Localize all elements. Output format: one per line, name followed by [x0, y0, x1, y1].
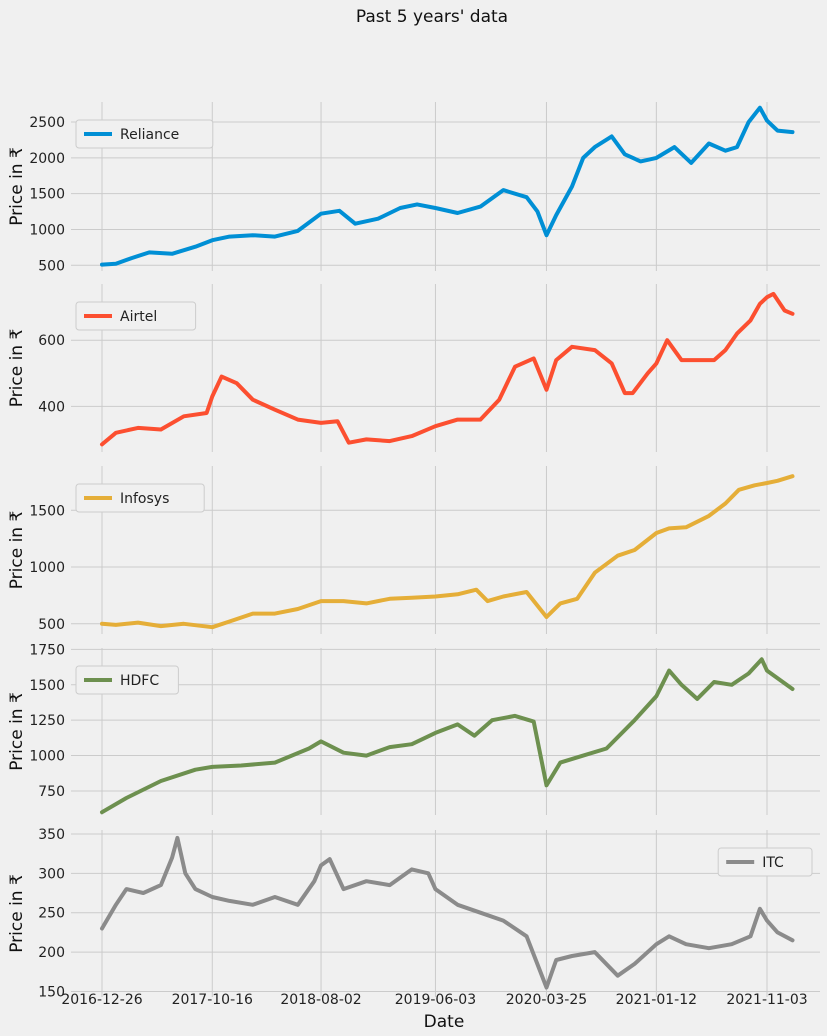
y-tick-label: 500 — [38, 617, 65, 633]
legend: ITC — [717, 847, 813, 877]
y-tick-label: 600 — [38, 333, 65, 349]
legend-entry: Airtel — [120, 309, 157, 325]
legend-box — [717, 847, 813, 877]
panel-hdfc: 750 1000 1250 1500 1750 Price in ₹ HDFC — [7, 642, 820, 815]
y-tick-label: 400 — [38, 399, 65, 415]
x-tick-label: 2019-06-03 — [395, 992, 476, 1008]
series-line-airtel — [100, 291, 795, 447]
y-tick-label: 750 — [38, 784, 65, 800]
legend-entry: Infosys — [120, 491, 169, 507]
y-axis-label: Price in ₹ — [7, 511, 27, 590]
x-axis-label: Date — [424, 1012, 465, 1032]
y-tick-label: 1000 — [29, 222, 65, 238]
y-axis-label: Price in ₹ — [7, 692, 27, 771]
y-tick-label: 250 — [38, 906, 65, 922]
y-tick-label: 350 — [38, 827, 65, 843]
panel-airtel: 400 600 Price in ₹ Airtel — [7, 284, 820, 452]
y-tick-label: 500 — [38, 258, 65, 274]
series-line-itc — [100, 835, 795, 990]
y-tick-label: 150 — [38, 984, 65, 1000]
x-tick-label: 2017-10-16 — [172, 992, 253, 1008]
legend: Infosys — [75, 483, 205, 513]
x-tick-label: 2018-08-02 — [280, 992, 361, 1008]
y-tick-label: 1000 — [29, 749, 65, 765]
y-tick-label: 2000 — [29, 151, 65, 167]
y-tick-label: 1500 — [29, 678, 65, 694]
y-tick-label: 1500 — [29, 187, 65, 203]
legend: HDFC — [75, 665, 179, 695]
y-axis-label: Price in ₹ — [7, 147, 27, 226]
y-tick-label: 2500 — [29, 115, 65, 131]
series-line-reliance — [100, 105, 795, 267]
legend-box — [75, 301, 197, 331]
legend-box — [75, 119, 214, 149]
legend-entry: Reliance — [120, 127, 179, 143]
legend: Reliance — [75, 119, 214, 149]
x-tick-label: 2021-01-12 — [616, 992, 697, 1008]
panel-itc: 150 200 250 300 350 Price in ₹ ITC — [7, 827, 820, 1000]
figure-title: Past 5 years' data — [356, 7, 508, 27]
y-axis-label: Price in ₹ — [7, 329, 27, 408]
legend-box — [75, 483, 205, 513]
y-tick-label: 200 — [38, 945, 65, 961]
legend-entry: HDFC — [120, 673, 159, 689]
legend-box — [75, 665, 179, 695]
legend: Airtel — [75, 301, 197, 331]
y-tick-label: 1750 — [29, 642, 65, 658]
y-tick-label: 1500 — [29, 503, 65, 519]
x-tick-label: 2020-03-25 — [506, 992, 587, 1008]
y-axis-label: Price in ₹ — [7, 874, 27, 953]
y-tick-label: 300 — [38, 866, 65, 882]
series-line-infosys — [100, 474, 795, 630]
series-line-hdfc — [100, 657, 795, 815]
y-tick-label: 1250 — [29, 713, 65, 729]
x-tick-label: 2021-11-03 — [726, 992, 807, 1008]
x-tick-label: 2016-12-26 — [61, 992, 142, 1008]
x-tick-labels: 2016-12-26 2017-10-16 2018-08-02 2019-06-03… — [61, 992, 807, 1008]
y-tick-label: 1000 — [29, 560, 65, 576]
legend-entry: ITC — [762, 855, 784, 871]
